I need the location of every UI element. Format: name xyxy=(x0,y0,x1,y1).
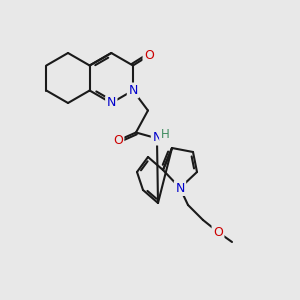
Text: N: N xyxy=(106,97,116,110)
Text: O: O xyxy=(113,134,123,147)
Text: N: N xyxy=(175,182,185,194)
Text: N: N xyxy=(152,131,162,144)
Text: O: O xyxy=(144,49,154,62)
Text: N: N xyxy=(128,84,138,97)
Text: H: H xyxy=(160,128,169,141)
Text: O: O xyxy=(213,226,223,238)
